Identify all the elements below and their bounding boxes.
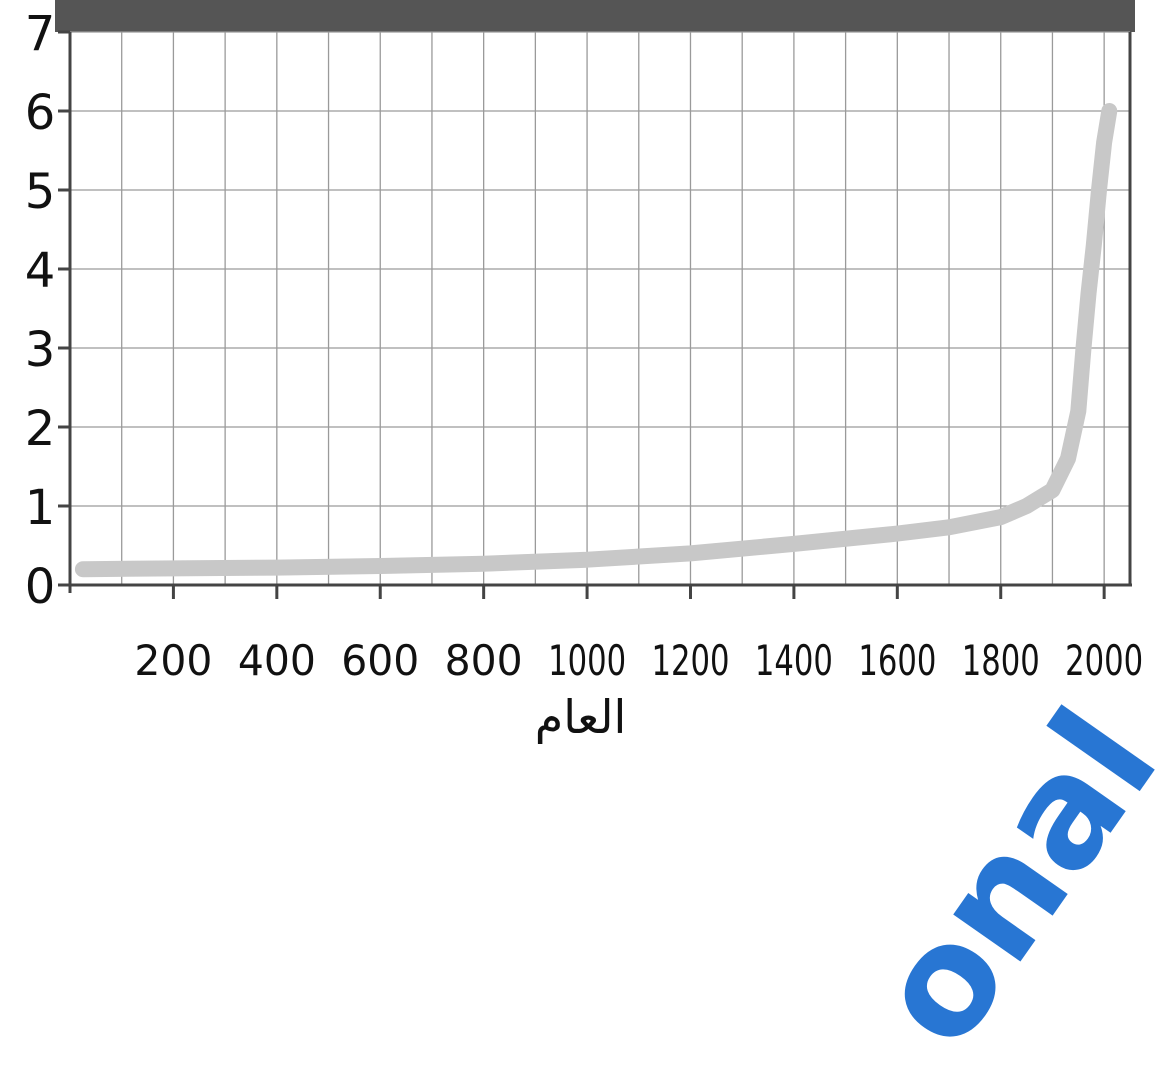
x-tick-label: 600: [341, 636, 419, 685]
y-tick-label: 2: [25, 401, 56, 457]
y-tick-label: 7: [25, 6, 56, 62]
x-tick-label: 400: [238, 636, 316, 685]
y-tick-label: 6: [25, 85, 56, 141]
chart-container: 0 1 2 3 4 5 6 7 200 400 600 800 1000 1200 1400 1600 1800…: [25, 0, 1161, 1077]
x-tick-label: 1400: [755, 636, 833, 685]
x-tick-label: 1200: [651, 636, 729, 685]
y-tick-label: 5: [25, 164, 56, 220]
header-band: [55, 0, 1135, 32]
y-tick-label: 1: [25, 480, 56, 536]
x-axis-label: العام: [534, 690, 627, 744]
x-tick-label: 1800: [962, 636, 1040, 685]
series-line: [74, 103, 1118, 578]
x-tick-label: 800: [445, 636, 523, 685]
y-tick-label: 4: [25, 243, 56, 299]
x-tick-label: 200: [134, 636, 212, 685]
y-tick-label: 3: [25, 322, 56, 378]
y-tick-label: 0: [25, 559, 56, 615]
x-tick-label: 1600: [858, 636, 936, 685]
x-tick-label: 2000: [1065, 636, 1143, 685]
line-chart: 0 1 2 3 4 5 6 7 200 400 600 800 1000 1200 1400 1600 1800…: [25, 0, 1143, 685]
x-tick-label: 1000: [548, 636, 626, 685]
